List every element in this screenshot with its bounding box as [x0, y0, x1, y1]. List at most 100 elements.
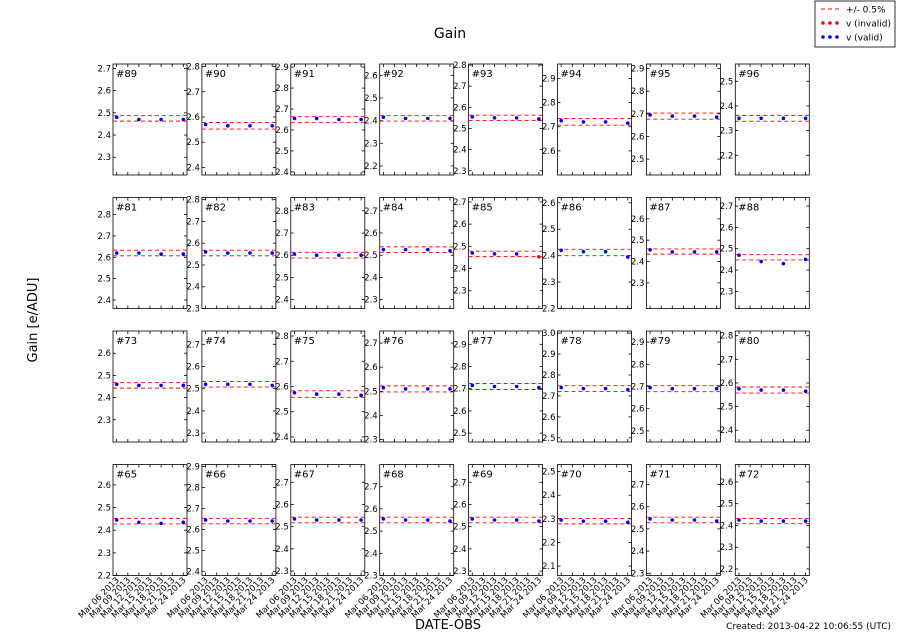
y-tick-label: 2.1 — [542, 562, 556, 572]
y-tick-label: 2.3 — [631, 279, 645, 289]
point-valid — [537, 385, 541, 390]
y-tick-label: 2.6 — [453, 103, 467, 113]
y-tick-label: 2.6 — [275, 126, 289, 136]
point-valid — [781, 116, 786, 121]
y-tick-label: 2.4 — [364, 411, 378, 421]
point-valid — [781, 519, 786, 523]
y-tick-label: 2.4 — [186, 407, 200, 417]
y-tick-label: 2.4 — [275, 545, 289, 555]
y-tick-label: 2.7 — [97, 232, 111, 242]
point-valid — [426, 387, 430, 391]
panel-label: #92 — [383, 69, 404, 80]
y-tick-label: 2.4 — [275, 433, 289, 443]
point-valid — [537, 519, 541, 523]
y-tick-label: 2.5 — [364, 94, 378, 104]
point-valid — [292, 116, 297, 121]
point-valid — [381, 385, 386, 390]
y-tick-label: 2.5 — [186, 261, 200, 271]
legend-label: +/- 0.5% — [846, 6, 886, 16]
y-tick-label: 2.3 — [542, 515, 556, 525]
y-tick-label: 2.6 — [97, 253, 111, 263]
panel-label: #70 — [561, 470, 582, 481]
y-tick-label: 2.3 — [631, 569, 645, 579]
legend-label: v (valid) — [846, 34, 883, 44]
y-tick-label: 2.2 — [364, 162, 378, 172]
point-valid — [781, 388, 786, 392]
y-tick-label: 2.6 — [542, 147, 556, 157]
point-valid — [159, 521, 163, 526]
panel-frame — [201, 63, 277, 176]
panel-label: #67 — [294, 470, 315, 481]
y-tick-label: 2.3 — [97, 416, 111, 426]
panel-frame — [557, 464, 632, 576]
y-tick-label: 2.3 — [186, 429, 200, 439]
y-tick-label: 2.8 — [275, 84, 289, 94]
panel-label: #87 — [649, 203, 670, 214]
y-tick-label: 2.6 — [364, 363, 378, 373]
panel-frame — [201, 464, 277, 576]
y-tick-label: 2.6 — [97, 349, 111, 359]
y-tick-label: 2.3 — [453, 567, 467, 577]
point-valid — [603, 249, 608, 254]
y-tick-label: 2.4 — [97, 526, 111, 536]
y-tick-label: 2.4 — [720, 521, 734, 531]
y-tick-label: 2.4 — [275, 168, 289, 178]
y-tick-label: 2.4 — [720, 426, 734, 436]
panel-label: #65 — [116, 470, 137, 481]
y-tick-label: 2.4 — [631, 258, 645, 268]
point-valid — [737, 116, 741, 121]
y-tick-label: 2.2 — [97, 572, 111, 582]
y-tick-label: 2.6 — [275, 383, 289, 393]
y-axis-label: Gain [e/ADU] — [26, 278, 41, 363]
point-valid — [648, 113, 652, 117]
y-tick-label: 2.4 — [542, 491, 556, 501]
panel-frame — [379, 197, 455, 309]
point-valid — [626, 255, 630, 259]
point-valid — [759, 388, 763, 392]
panel-label: #74 — [205, 336, 226, 347]
y-tick-label: 2.4 — [186, 163, 200, 173]
y-tick-label: 2.3 — [453, 287, 467, 297]
chart-title: Gain — [434, 26, 466, 42]
point-valid — [381, 247, 386, 252]
y-tick-label: 2.4 — [186, 567, 200, 577]
y-tick-label: 2.6 — [186, 525, 200, 535]
panel-frame — [468, 330, 544, 443]
point-valid — [714, 250, 719, 254]
y-tick-label: 2.8 — [542, 99, 556, 109]
y-tick-label: 2.6 — [453, 220, 467, 230]
y-tick-label: 2.3 — [97, 549, 111, 559]
y-tick-label: 2.8 — [720, 332, 734, 342]
y-tick-label: 2.7 — [275, 229, 289, 239]
point-valid — [181, 117, 186, 122]
y-tick-label: 2.6 — [364, 229, 378, 239]
point-valid — [381, 115, 386, 120]
y-tick-label: 2.2 — [542, 538, 556, 548]
point-valid — [159, 383, 163, 388]
point-valid — [670, 114, 675, 118]
y-tick-label: 2.5 — [631, 155, 645, 165]
y-tick-label: 2.6 — [542, 413, 556, 423]
point-valid — [492, 116, 497, 120]
panel-label: #68 — [383, 470, 404, 481]
y-tick-label: 2.7 — [364, 483, 378, 493]
point-valid — [714, 386, 719, 391]
point-valid — [403, 387, 408, 391]
y-tick-label: 2.7 — [186, 88, 200, 98]
point-valid — [159, 117, 163, 122]
y-tick-label: 2.8 — [631, 360, 645, 370]
panel-label: #95 — [649, 69, 670, 80]
legend-swatch — [835, 35, 839, 39]
point-valid — [626, 121, 630, 125]
y-tick-label: 2.7 — [186, 504, 200, 514]
y-tick-label: 2.6 — [275, 500, 289, 510]
panel-frame — [379, 63, 455, 176]
point-valid — [692, 250, 697, 254]
y-tick-label: 2.4 — [97, 131, 111, 141]
point-valid — [203, 518, 208, 522]
y-tick-label: 2.7 — [453, 385, 467, 395]
point-valid — [292, 391, 297, 395]
point-valid — [203, 382, 208, 387]
point-valid — [137, 117, 141, 122]
legend-swatch — [828, 21, 832, 25]
